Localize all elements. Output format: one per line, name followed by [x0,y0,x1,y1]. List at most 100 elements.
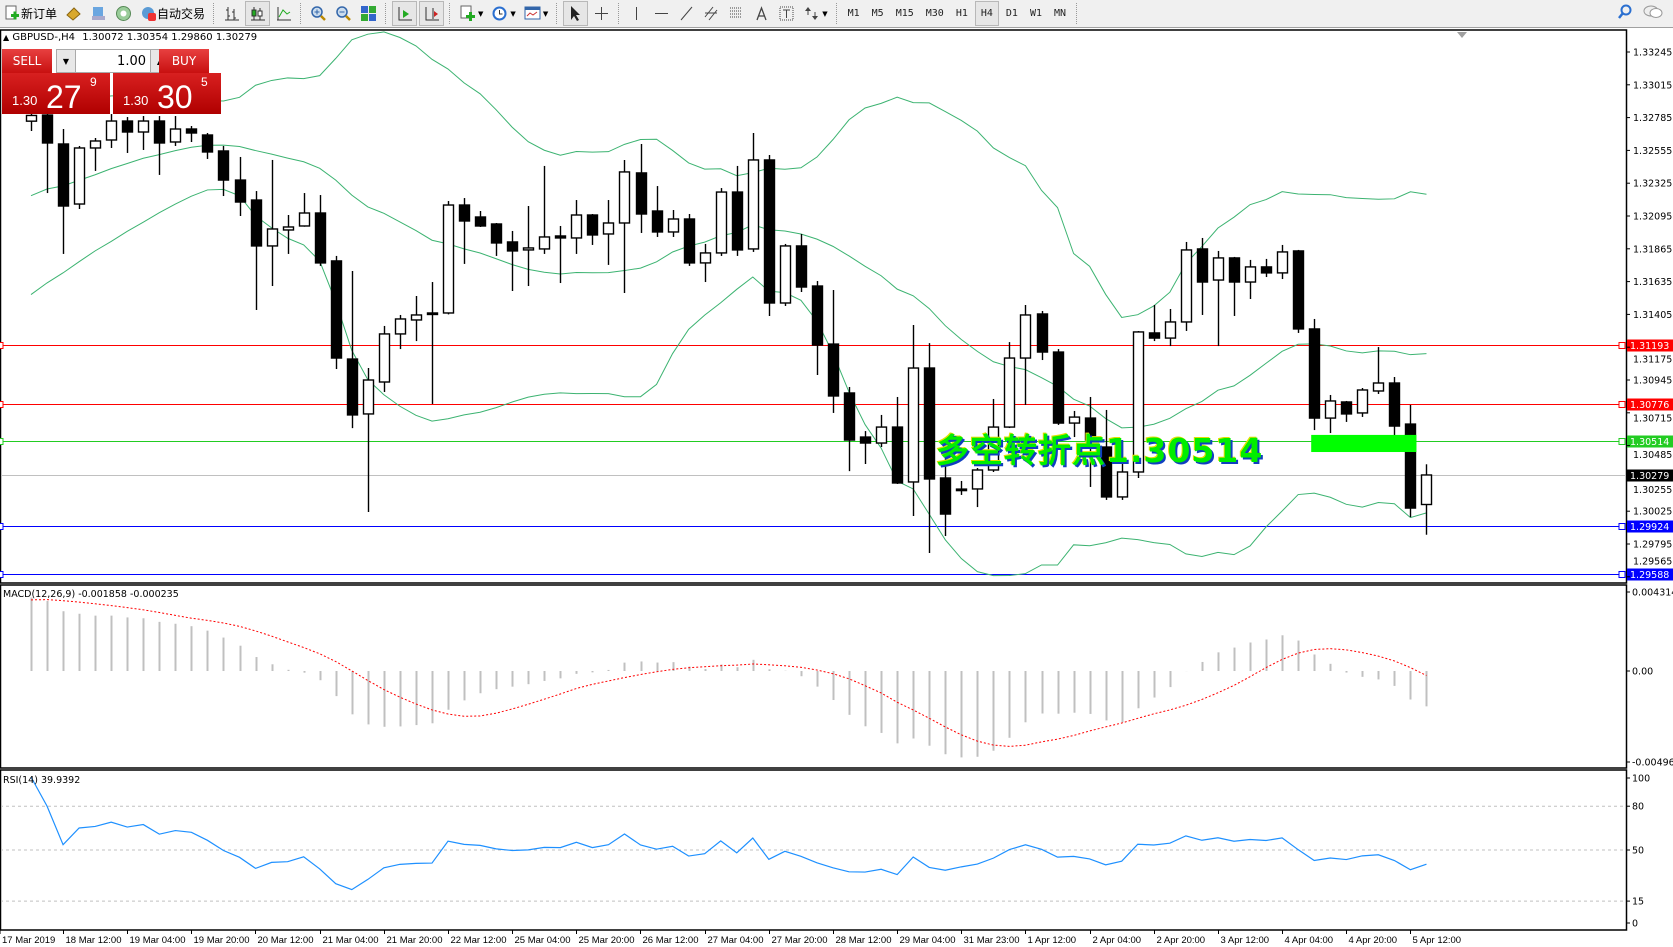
text-label-button[interactable] [775,2,798,25]
market-watch-button[interactable] [62,2,85,25]
candle [1372,347,1385,394]
auto-scroll-icon [396,5,413,22]
timeframe-m5[interactable]: M5 [871,8,884,19]
trendline-button[interactable] [675,2,698,25]
timeframe-m1[interactable]: M1 [847,8,860,19]
candle-body-bear [1196,248,1209,283]
auto-trading-button[interactable]: 自动交易 [137,2,208,25]
bar-chart-button[interactable] [220,2,243,25]
equidistant-channel-button[interactable] [700,2,723,25]
arrows-button[interactable]: ▼ [800,2,830,25]
buy-button[interactable]: BUY [159,49,209,74]
candle-body-bear [1052,351,1065,424]
text-icon [753,5,770,22]
candle-body-bear [474,216,487,227]
candle [763,154,776,316]
cursor-arrow-icon [567,5,584,22]
vertical-line-button[interactable] [625,2,648,25]
zoom-out-button[interactable] [332,2,355,25]
chevron-down-icon: ▼ [822,9,828,18]
collapse-triangle-icon[interactable]: ▲ [3,33,10,42]
timeframe-w1[interactable]: W1 [1029,8,1042,19]
candle [57,129,70,254]
sell-button[interactable]: SELL [2,49,52,74]
rsi-tick-label: 100 [1632,774,1650,785]
chat-icon[interactable] [1643,4,1663,23]
price-line-label: 1.30514 [1630,437,1669,448]
lot-decrease-icon[interactable]: ▼ [57,50,76,72]
candle [185,126,198,142]
candle-body-bull [282,226,295,231]
crosshair-button[interactable] [590,2,613,25]
candlestick-chart-button[interactable] [245,1,271,26]
candle [811,281,824,376]
candle [298,193,311,227]
text-button[interactable] [750,2,773,25]
candle [1228,256,1241,316]
candle-body-bear [1100,446,1113,498]
line-handle-icon [1618,438,1626,445]
templates-button[interactable]: ▼ [521,2,551,25]
time-tick-label: 27 Mar 04:00 [708,935,764,946]
price-tick-label: 1.32555 [1633,146,1672,157]
time-tick-label: 2 Apr 20:00 [1157,935,1206,946]
new-order-icon [4,5,21,22]
candle [747,133,760,252]
zoom-in-button[interactable] [307,2,330,25]
price-line-label-bg [1627,339,1673,352]
add-indicator-icon [459,5,476,22]
candle [121,117,134,153]
candle [651,186,664,237]
candle [217,145,230,197]
fibonacci-button[interactable] [725,2,748,25]
line-chart-icon [275,5,292,22]
timeframe-h4[interactable]: H4 [974,1,999,26]
timeframe-mn[interactable]: MN [1054,8,1067,19]
price-line-label: 1.31193 [1630,341,1669,352]
time-tick-label: 5 Apr 12:00 [1413,935,1462,946]
periods-button[interactable]: ▼ [488,2,518,25]
candle-body-bear [1148,332,1161,339]
indicators-button[interactable]: ▼ [456,2,486,25]
buy-price[interactable]: 1.30 30 5 [113,73,221,114]
candle [490,222,503,256]
tile-windows-button[interactable] [357,2,380,25]
one-click-trading-panel: SELL ▼ 1.00 ▲ BUY 1.30 27 9 1.30 30 5 [2,49,222,114]
pivot-annotation-text[interactable]: 多空转折点1.30514 [936,431,1264,470]
timeframe-m15[interactable]: M15 [895,8,914,19]
candle [1132,330,1145,478]
candle [1404,404,1417,518]
chart-shift-button[interactable] [419,1,445,26]
candle-body-bull [1372,382,1385,392]
candle-body-bear [586,214,599,236]
rsi-value: 39.9392 [41,775,80,786]
cursor-button[interactable] [563,1,589,26]
sell-price[interactable]: 1.30 27 9 [2,73,110,114]
horizontal-line-button[interactable] [650,2,673,25]
candle [1212,250,1225,347]
lot-size-input[interactable]: 1.00 [117,53,146,69]
candle-body-bear [1292,250,1305,330]
lot-size-stepper[interactable]: ▼ 1.00 ▲ [56,49,170,73]
line-handle-icon [0,523,4,530]
timeframe-m30[interactable]: M30 [925,8,944,19]
new-order-button[interactable]: 新订单 [1,2,60,25]
candle [1148,304,1161,342]
chart-shift-marker-icon[interactable] [1457,32,1467,38]
time-tick-label: 29 Mar 04:00 [900,935,956,946]
candle-body-bull [667,218,680,233]
line-chart-button[interactable] [272,2,295,25]
price-tick-label: 1.30485 [1633,450,1672,461]
candle-body-bull [618,171,631,224]
line-handle-icon [0,438,4,445]
candle [346,271,359,429]
signals-button[interactable] [112,2,135,25]
timeframe-h1[interactable]: H1 [955,8,968,19]
candle-body-bull [105,120,118,141]
navigator-button[interactable] [87,2,110,25]
price-tick-label: 1.31865 [1633,244,1672,255]
auto-scroll-button[interactable] [392,1,418,26]
search-icon[interactable] [1617,4,1633,23]
timeframe-d1[interactable]: D1 [1005,8,1018,19]
